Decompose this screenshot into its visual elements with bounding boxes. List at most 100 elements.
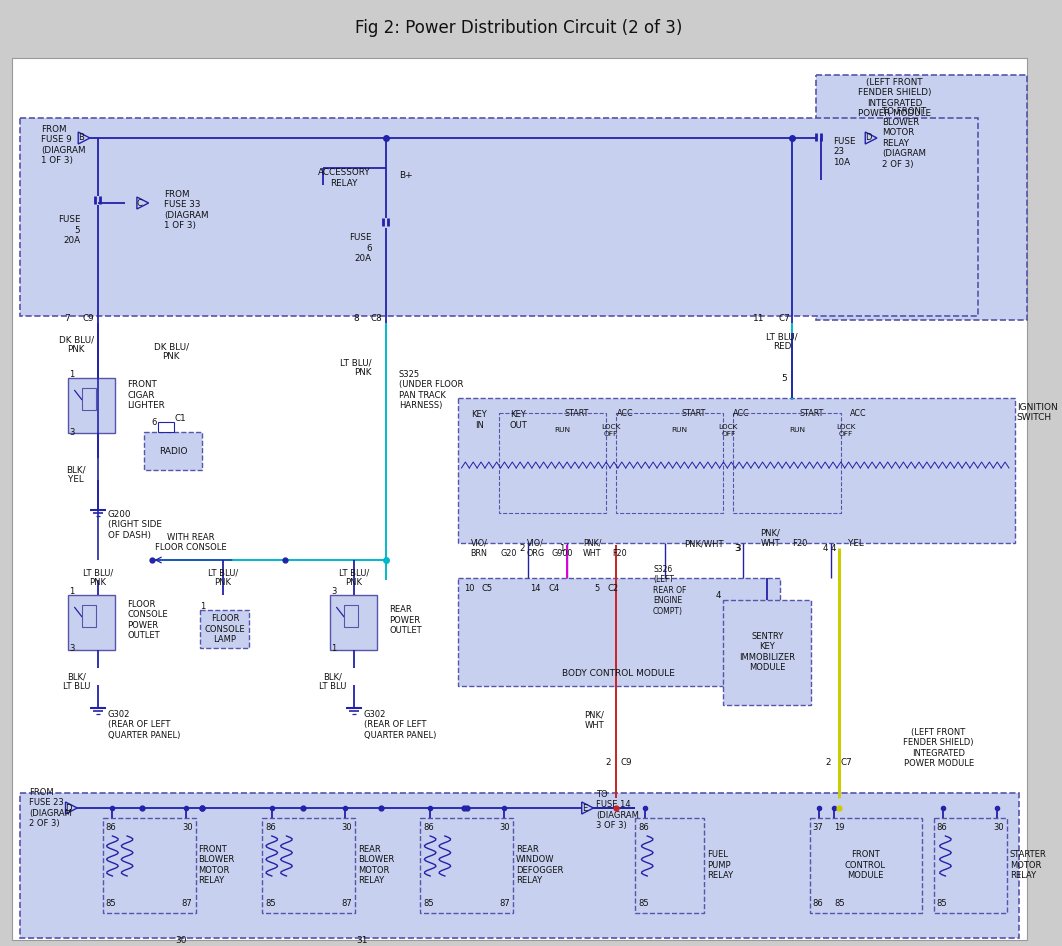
Text: C4: C4: [548, 584, 560, 592]
Text: 1: 1: [331, 643, 337, 653]
Text: ACCESSORY
RELAY: ACCESSORY RELAY: [318, 168, 371, 187]
Text: LT BLU/
PNK: LT BLU/ PNK: [340, 358, 372, 377]
Text: 1: 1: [559, 544, 564, 552]
Text: ACC: ACC: [850, 409, 867, 417]
Text: REAR
WINDOW
DEFOGGER
RELAY: REAR WINDOW DEFOGGER RELAY: [516, 845, 564, 885]
Text: 5: 5: [594, 584, 599, 592]
Bar: [201, 610, 250, 648]
Text: LT BLU/
PNK: LT BLU/ PNK: [339, 568, 370, 587]
Text: 7: 7: [65, 313, 70, 323]
Text: 2: 2: [605, 758, 611, 766]
Text: 30: 30: [993, 823, 1004, 832]
Text: RUN: RUN: [789, 427, 805, 433]
Text: 87: 87: [341, 899, 352, 908]
Text: F20: F20: [613, 549, 628, 558]
Bar: [458, 398, 1015, 543]
Bar: [733, 413, 841, 513]
Text: START: START: [682, 409, 706, 417]
Text: LT BLU/
PNK: LT BLU/ PNK: [83, 568, 113, 587]
Text: RADIO: RADIO: [159, 447, 187, 456]
Text: 30: 30: [341, 823, 352, 832]
Text: S326
(LEFT
REAR OF
ENGINE
COMPT): S326 (LEFT REAR OF ENGINE COMPT): [653, 565, 686, 616]
Text: 87: 87: [499, 899, 511, 908]
Text: C2: C2: [607, 584, 618, 592]
Text: 2: 2: [519, 544, 525, 552]
Text: 31: 31: [356, 936, 367, 944]
Text: 14: 14: [530, 584, 541, 592]
Text: LOCK
OFF: LOCK OFF: [836, 424, 856, 436]
Text: 86: 86: [638, 823, 649, 832]
Text: ACC: ACC: [733, 409, 750, 417]
Polygon shape: [866, 132, 877, 144]
Text: TO FRONT
BLOWER
MOTOR
RELAY
(DIAGRAM
2 OF 3): TO FRONT BLOWER MOTOR RELAY (DIAGRAM 2 O…: [881, 108, 926, 168]
Text: RUN: RUN: [554, 427, 570, 433]
Text: RUN: RUN: [671, 427, 687, 433]
Text: REAR
BLOWER
MOTOR
RELAY: REAR BLOWER MOTOR RELAY: [358, 845, 394, 885]
Bar: [616, 413, 723, 513]
Bar: [19, 793, 1018, 938]
Text: FLOOR
CONSOLE
POWER
OUTLET: FLOOR CONSOLE POWER OUTLET: [127, 600, 168, 640]
Text: PNK/WHT: PNK/WHT: [684, 539, 723, 548]
Polygon shape: [582, 802, 594, 814]
Text: DK BLU/
PNK: DK BLU/ PNK: [154, 342, 189, 361]
Bar: [809, 818, 922, 913]
Text: C7: C7: [778, 313, 790, 323]
Text: SENTRY
KEY
IMMOBILIZER
MODULE: SENTRY KEY IMMOBILIZER MODULE: [739, 632, 795, 672]
Text: BODY CONTROL MODULE: BODY CONTROL MODULE: [563, 669, 675, 678]
Text: C: C: [137, 199, 142, 207]
Text: 85: 85: [834, 899, 844, 908]
Text: Fig 2: Power Distribution Circuit (2 of 3): Fig 2: Power Distribution Circuit (2 of …: [356, 19, 683, 37]
Text: BLK/
LT BLU: BLK/ LT BLU: [319, 672, 346, 692]
Text: 1: 1: [201, 602, 206, 610]
Bar: [421, 818, 513, 913]
Text: FRONT
CONTROL
MODULE: FRONT CONTROL MODULE: [844, 850, 886, 880]
Polygon shape: [79, 132, 90, 144]
Text: 85: 85: [105, 899, 116, 908]
Text: START: START: [800, 409, 824, 417]
Bar: [723, 600, 811, 705]
Text: 86: 86: [424, 823, 434, 832]
Text: ACC: ACC: [617, 409, 634, 417]
Text: 86: 86: [937, 823, 947, 832]
Text: C8: C8: [371, 313, 382, 323]
Text: 85: 85: [638, 899, 649, 908]
Text: 1: 1: [69, 370, 74, 378]
Text: G900: G900: [551, 549, 572, 558]
Text: 30: 30: [500, 823, 511, 832]
Text: (LEFT FRONT
FENDER SHIELD)
INTEGRATED
POWER MODULE: (LEFT FRONT FENDER SHIELD) INTEGRATED PO…: [904, 727, 974, 768]
Polygon shape: [66, 802, 78, 814]
Text: C9: C9: [82, 313, 93, 323]
Bar: [458, 578, 781, 686]
Text: B+: B+: [399, 170, 412, 180]
Text: 5: 5: [782, 374, 787, 382]
Text: FUEL
PUMP
RELAY: FUEL PUMP RELAY: [707, 850, 733, 880]
Text: C9: C9: [621, 758, 633, 766]
Text: FUSE
23
10A: FUSE 23 10A: [833, 137, 856, 166]
Text: 2: 2: [825, 758, 832, 766]
Bar: [499, 413, 606, 513]
Polygon shape: [137, 197, 149, 209]
Bar: [344, 605, 358, 627]
Text: 85: 85: [264, 899, 275, 908]
Text: G302
(REAR OF LEFT
QUARTER PANEL): G302 (REAR OF LEFT QUARTER PANEL): [107, 710, 179, 740]
Text: 4: 4: [823, 544, 828, 552]
Text: F20: F20: [792, 539, 807, 548]
Bar: [817, 75, 1027, 320]
Text: YEL: YEL: [847, 539, 863, 548]
Text: 4: 4: [716, 590, 721, 600]
Text: LT BLU/
PNK: LT BLU/ PNK: [208, 568, 238, 587]
Text: 30: 30: [182, 823, 192, 832]
Bar: [68, 595, 116, 650]
Bar: [82, 605, 96, 627]
Text: 1: 1: [69, 587, 74, 595]
Bar: [635, 818, 704, 913]
Text: BLK/
LT BLU: BLK/ LT BLU: [63, 672, 90, 692]
Text: 10: 10: [464, 584, 474, 592]
Text: 11: 11: [753, 313, 765, 323]
Text: DK BLU/
PNK: DK BLU/ PNK: [58, 335, 93, 355]
Text: 3: 3: [69, 643, 74, 653]
Text: VIO/
BRN: VIO/ BRN: [470, 538, 487, 558]
Text: 4: 4: [830, 544, 836, 552]
Text: BLK/
YEL: BLK/ YEL: [67, 465, 86, 484]
Text: PNK/
WHT: PNK/ WHT: [584, 710, 604, 729]
